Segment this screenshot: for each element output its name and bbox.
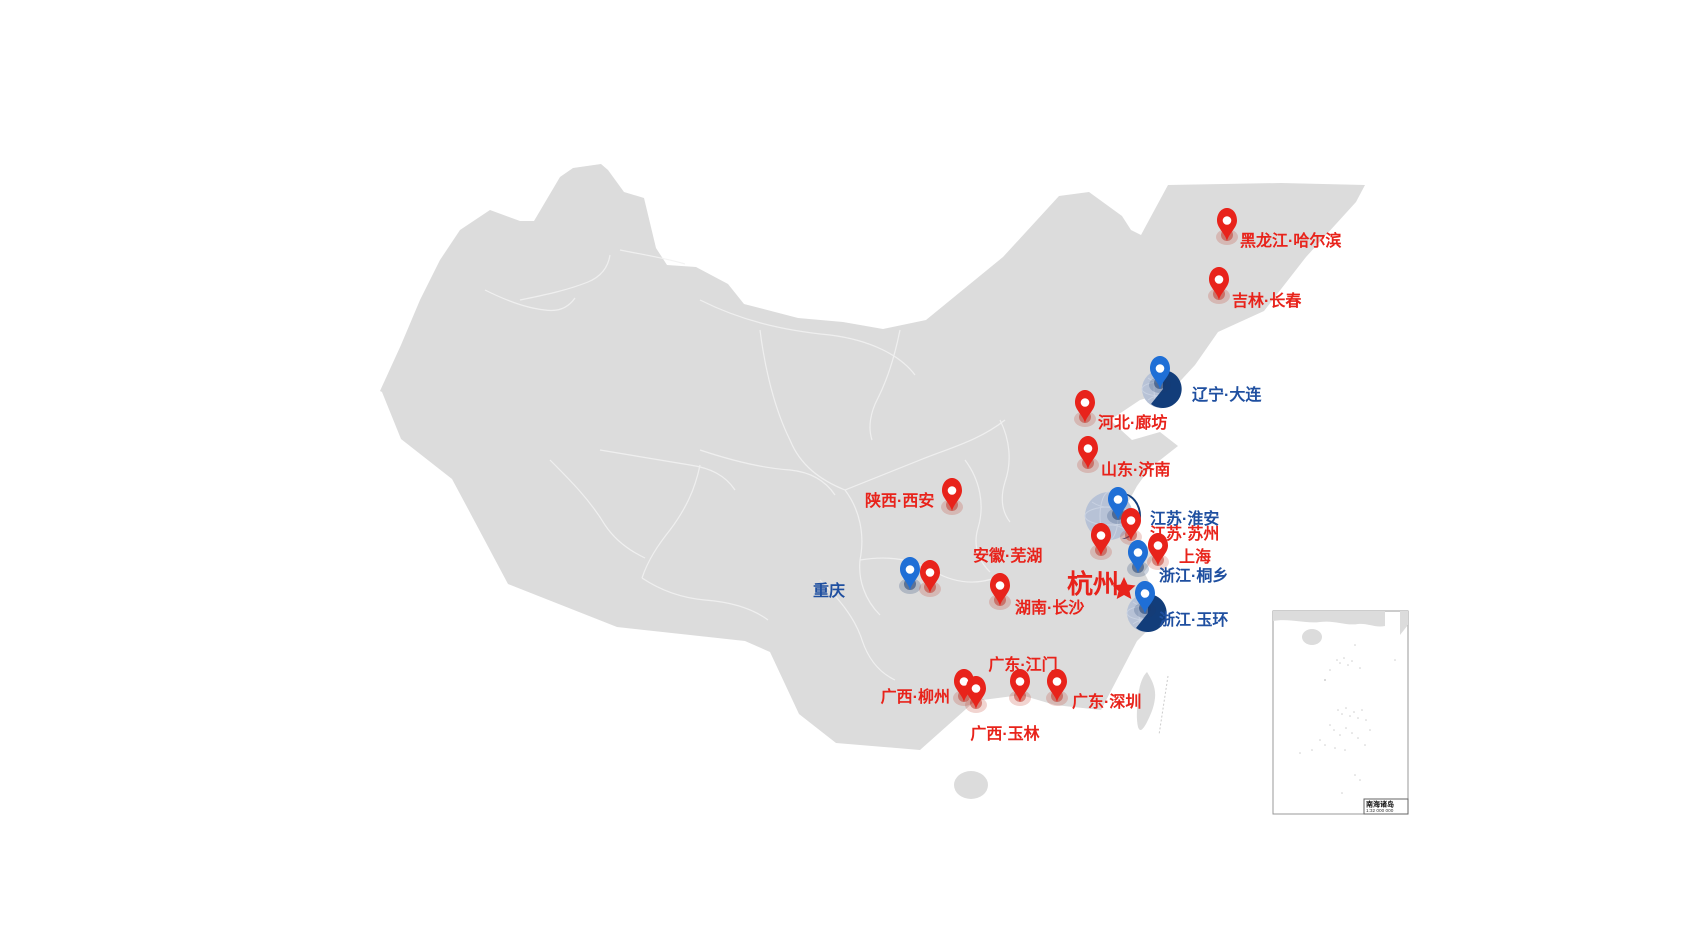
svg-text:广西·柳州: 广西·柳州 <box>881 687 950 706</box>
svg-text:江苏·苏州: 江苏·苏州 <box>1150 524 1219 543</box>
svg-text:1:32 000 000: 1:32 000 000 <box>1366 808 1394 813</box>
svg-text:陕西·西安: 陕西·西安 <box>865 491 934 510</box>
svg-text:重庆: 重庆 <box>813 581 845 600</box>
svg-text:杭州: 杭州 <box>1067 569 1119 599</box>
svg-text:安徽·芜湖: 安徽·芜湖 <box>973 546 1042 565</box>
svg-text:上海: 上海 <box>1179 547 1211 566</box>
svg-text:河北·廊坊: 河北·廊坊 <box>1098 413 1167 432</box>
svg-text:广西·玉林: 广西·玉林 <box>970 724 1039 743</box>
svg-text:浙江·玉环: 浙江·玉环 <box>1159 610 1228 629</box>
svg-text:广东·江门: 广东·江门 <box>988 655 1057 674</box>
svg-text:湖南·长沙: 湖南·长沙 <box>1015 598 1084 617</box>
svg-text:山东·济南: 山东·济南 <box>1101 460 1170 479</box>
svg-text:浙江·桐乡: 浙江·桐乡 <box>1159 566 1228 585</box>
svg-text:辽宁·大连: 辽宁·大连 <box>1192 385 1262 404</box>
svg-text:广东·深圳: 广东·深圳 <box>1072 692 1141 711</box>
svg-text:吉林·长春: 吉林·长春 <box>1232 291 1302 310</box>
svg-text:黑龙江·哈尔滨: 黑龙江·哈尔滨 <box>1240 231 1341 250</box>
